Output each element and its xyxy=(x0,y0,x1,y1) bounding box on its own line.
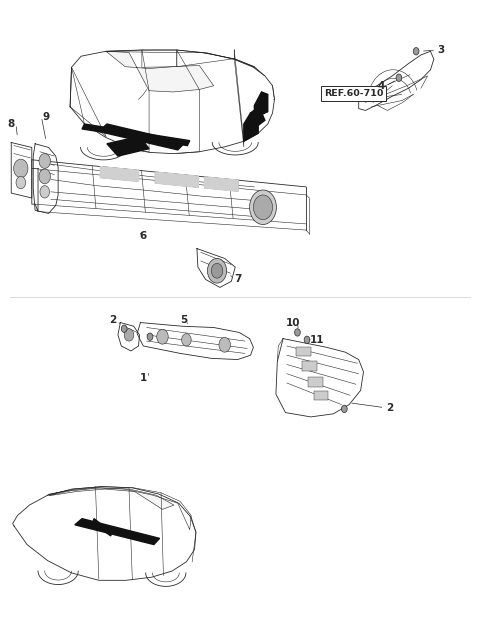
Circle shape xyxy=(16,176,25,188)
Bar xyxy=(309,378,323,387)
Bar xyxy=(314,391,328,400)
Circle shape xyxy=(124,329,134,341)
Circle shape xyxy=(157,329,168,344)
Polygon shape xyxy=(155,172,198,187)
Text: 11: 11 xyxy=(310,335,325,345)
Polygon shape xyxy=(75,519,159,544)
Circle shape xyxy=(40,185,49,198)
Text: 4: 4 xyxy=(377,81,385,91)
Circle shape xyxy=(13,159,28,177)
Circle shape xyxy=(181,334,191,346)
Text: 1: 1 xyxy=(140,373,147,383)
Polygon shape xyxy=(99,124,185,150)
Text: 6: 6 xyxy=(140,231,147,241)
Polygon shape xyxy=(251,107,265,129)
Circle shape xyxy=(211,263,223,278)
Circle shape xyxy=(341,405,347,413)
Polygon shape xyxy=(107,137,149,156)
Circle shape xyxy=(219,337,230,352)
Circle shape xyxy=(207,258,227,283)
Polygon shape xyxy=(102,525,112,536)
Circle shape xyxy=(250,190,276,224)
Polygon shape xyxy=(100,167,139,182)
Circle shape xyxy=(39,169,50,184)
Circle shape xyxy=(413,48,419,55)
Circle shape xyxy=(304,336,310,344)
Text: 8: 8 xyxy=(8,119,15,129)
Text: 2: 2 xyxy=(386,403,393,413)
Polygon shape xyxy=(82,124,190,146)
Text: 5: 5 xyxy=(180,315,187,325)
Polygon shape xyxy=(254,92,268,118)
Bar xyxy=(302,362,317,371)
Circle shape xyxy=(253,195,273,219)
Text: 7: 7 xyxy=(234,274,241,284)
Text: 2: 2 xyxy=(109,315,117,325)
Polygon shape xyxy=(49,488,174,509)
Polygon shape xyxy=(204,177,238,192)
Circle shape xyxy=(295,329,300,336)
Text: 10: 10 xyxy=(286,318,300,328)
Text: 3: 3 xyxy=(437,45,444,55)
Circle shape xyxy=(147,333,153,341)
FancyBboxPatch shape xyxy=(322,86,386,101)
Polygon shape xyxy=(106,51,214,92)
Circle shape xyxy=(121,325,127,332)
Circle shape xyxy=(396,74,402,82)
Circle shape xyxy=(39,154,50,169)
Text: REF.60-710: REF.60-710 xyxy=(324,89,384,98)
Polygon shape xyxy=(244,112,258,142)
Polygon shape xyxy=(93,519,104,531)
Bar xyxy=(297,347,311,356)
Text: 9: 9 xyxy=(43,112,50,122)
